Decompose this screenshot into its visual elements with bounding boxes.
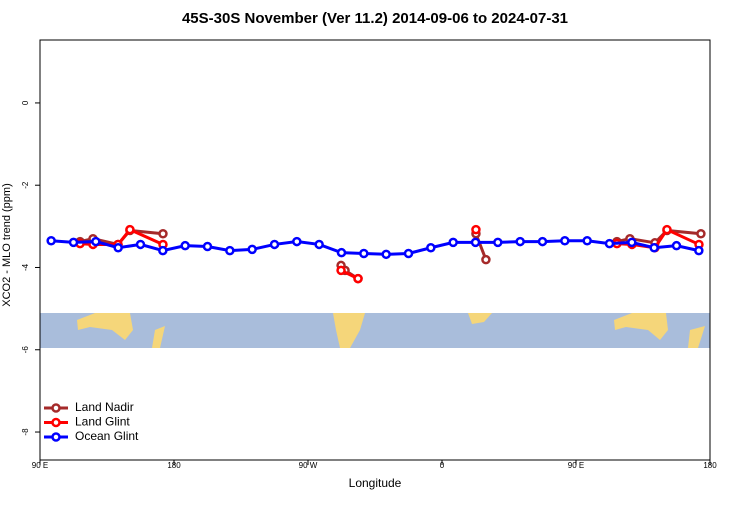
x-axis-label: Longitude xyxy=(349,476,402,490)
point xyxy=(627,237,637,248)
point xyxy=(353,273,363,284)
point xyxy=(336,265,346,276)
point xyxy=(180,240,190,251)
x-tick-label: 180 xyxy=(703,461,717,470)
point xyxy=(381,249,391,260)
x-tick-label: 180 xyxy=(167,461,181,470)
point xyxy=(125,224,135,235)
point xyxy=(537,236,548,247)
y-tick-label: -8 xyxy=(21,428,30,436)
point xyxy=(493,237,503,248)
legend-marker xyxy=(51,417,61,428)
point xyxy=(696,229,706,239)
point xyxy=(671,240,682,251)
y-tick-label: 0 xyxy=(21,100,30,105)
point xyxy=(336,247,347,258)
x-tick-label: 90 W xyxy=(299,461,318,470)
point xyxy=(426,242,436,253)
point xyxy=(560,235,570,246)
y-tick-label: -4 xyxy=(21,263,30,271)
point xyxy=(91,236,101,247)
legend-label: Land Glint xyxy=(75,415,130,429)
point xyxy=(269,239,280,250)
point xyxy=(113,242,123,253)
y-tick-label: -2 xyxy=(21,181,30,189)
point xyxy=(604,238,615,249)
point xyxy=(158,245,168,256)
legend-marker xyxy=(51,403,61,413)
point xyxy=(158,229,168,239)
point xyxy=(448,237,458,248)
point xyxy=(515,236,525,247)
point xyxy=(314,239,324,250)
point xyxy=(247,244,257,255)
point xyxy=(582,235,592,246)
point xyxy=(202,241,213,252)
point xyxy=(662,224,672,235)
point xyxy=(403,248,414,259)
series-line xyxy=(51,239,700,256)
legend-label: Land Nadir xyxy=(75,400,134,414)
legend-label: Ocean Glint xyxy=(75,429,139,443)
chart-title: 45S-30S November (Ver 11.2) 2014-09-06 t… xyxy=(182,10,568,27)
y-tick-label: -6 xyxy=(21,346,30,354)
point xyxy=(225,245,235,256)
x-tick-label: 90 E xyxy=(568,461,584,470)
point xyxy=(135,239,146,250)
map-strip xyxy=(40,313,710,348)
legend-marker xyxy=(51,432,61,442)
point xyxy=(292,236,302,247)
point xyxy=(481,254,491,265)
point xyxy=(649,242,659,253)
point xyxy=(694,245,704,256)
point xyxy=(471,224,481,235)
point xyxy=(46,235,56,246)
point xyxy=(68,237,79,248)
x-tick-label: 90 E xyxy=(32,461,48,470)
plot-frame xyxy=(39,39,711,461)
point xyxy=(359,248,369,259)
point xyxy=(470,237,481,248)
y-axis-label: XCO2 - MLO trend (ppm) xyxy=(1,183,13,306)
x-tick-label: 0 xyxy=(440,461,445,470)
